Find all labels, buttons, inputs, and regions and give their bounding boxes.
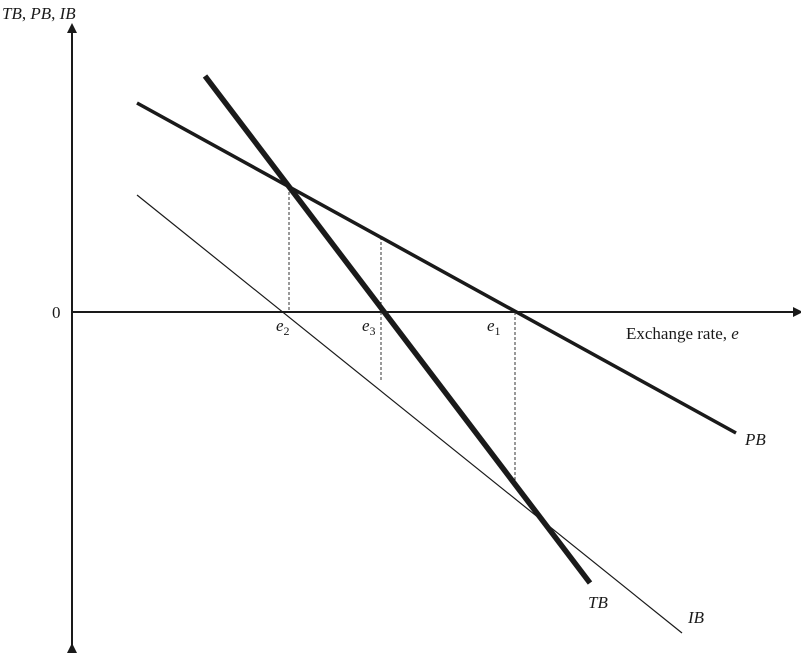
tb-curve xyxy=(202,74,593,585)
x-axis-label: Exchange rate, e xyxy=(626,324,739,343)
origin-label: 0 xyxy=(52,303,61,322)
ib-curve xyxy=(136,194,683,634)
pb-curve xyxy=(136,101,737,435)
tick-label-e3: e3 xyxy=(362,316,376,338)
tick-label-e2: e2 xyxy=(276,316,290,338)
y-axis-label: TB, PB, IB xyxy=(2,4,76,23)
tb-label: TB xyxy=(588,593,608,612)
ib-label: IB xyxy=(687,608,705,627)
tick-label-e1: e1 xyxy=(487,316,501,338)
pb-label: PB xyxy=(744,430,766,449)
